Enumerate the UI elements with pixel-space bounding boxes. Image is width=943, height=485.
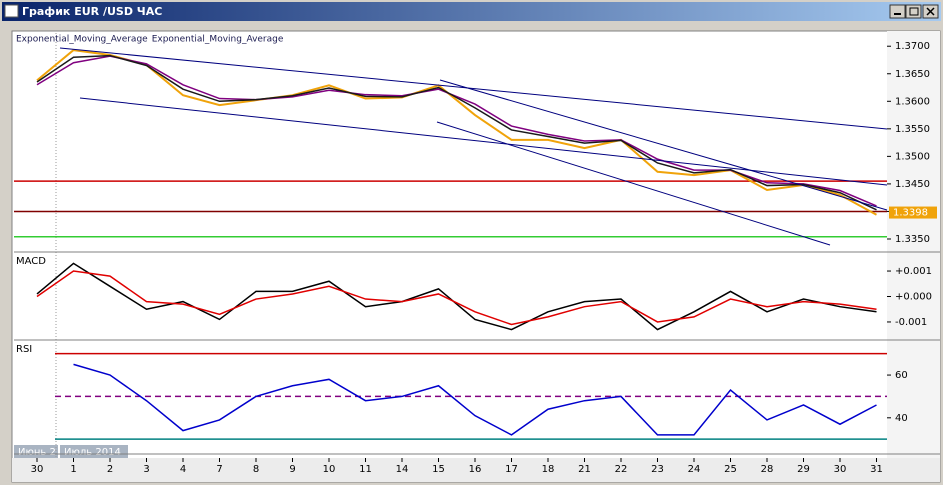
x-tick-label: 18 — [542, 464, 555, 475]
y-tick-label: 1.3550 — [895, 124, 930, 135]
price-axis-bg — [887, 31, 940, 458]
title-bar — [2, 2, 941, 21]
y-tick-label: 1.3500 — [895, 151, 930, 162]
time-axis-bg — [12, 458, 940, 482]
x-tick-label: 2 — [107, 464, 113, 475]
x-tick-label: 28 — [761, 464, 774, 475]
chart-frame — [11, 30, 941, 483]
x-tick-label: 9 — [289, 464, 295, 475]
window-buttons[interactable] — [889, 4, 939, 19]
x-tick-label: 3 — [143, 464, 149, 475]
close-icon — [926, 7, 935, 16]
trend-lines — [59, 47, 888, 246]
x-tick-label: 15 — [432, 464, 445, 475]
y-tick-label: 1.3600 — [895, 96, 930, 107]
x-tick-label: 11 — [359, 464, 372, 475]
x-tick-label: 24 — [688, 464, 701, 475]
series-line — [36, 49, 877, 216]
legend-entry: Exponential_Moving_Average — [16, 35, 148, 45]
trend-line — [59, 47, 888, 130]
x-tick-label: 4 — [180, 464, 186, 475]
legend-entry: Exponential_Moving_Average — [152, 35, 284, 45]
x-tick-label: 14 — [396, 464, 409, 475]
window-icon — [4, 4, 19, 18]
y-tick-label: +0.001 — [895, 266, 932, 277]
series-line — [36, 262, 877, 331]
last-price-label: 1.3398 — [893, 208, 928, 219]
x-tick-label: 22 — [615, 464, 628, 475]
window-title: График EUR /USD ЧАС — [22, 5, 162, 18]
series-line — [73, 363, 877, 436]
x-tick-label: 10 — [323, 464, 336, 475]
y-tick-label: 1.3350 — [895, 234, 930, 245]
x-tick-label: 29 — [797, 464, 810, 475]
date-tags: Июнь 2 Июль 2014 — [14, 445, 128, 458]
date-tag — [14, 445, 58, 458]
maximize-icon — [909, 7, 919, 16]
x-tick-label: 16 — [469, 464, 482, 475]
x-tick-label: 1 — [70, 464, 76, 475]
x-tick-label: 17 — [505, 464, 518, 475]
x-tick-label: 25 — [724, 464, 737, 475]
trend-line — [439, 79, 888, 211]
panel-title: RSI — [16, 344, 32, 355]
minimize-button[interactable] — [889, 4, 906, 19]
y-tick-label: 1.3700 — [895, 41, 930, 52]
date-tag — [60, 445, 128, 458]
y-tick-label: +0.000 — [895, 292, 932, 303]
y-tick-label: 1.3450 — [895, 179, 930, 190]
x-tick-label: 21 — [578, 464, 591, 475]
series-line — [36, 270, 877, 326]
trend-line — [436, 121, 831, 246]
y-tick-label: 1.3650 — [895, 69, 930, 80]
maximize-button[interactable] — [905, 4, 922, 19]
y-tick-label: -0.001 — [895, 317, 927, 328]
x-tick-label: 31 — [870, 464, 883, 475]
date-tag-label: Июль 2014 — [64, 447, 121, 458]
series-line — [36, 54, 877, 211]
last-price-box — [889, 206, 937, 219]
x-tick-label: 30 — [31, 464, 44, 475]
panel-title: MACD — [16, 256, 46, 267]
y-tick-label: 60 — [895, 370, 908, 381]
x-tick-label: 7 — [216, 464, 222, 475]
x-tick-label: 23 — [651, 464, 664, 475]
x-tick-label: 30 — [834, 464, 847, 475]
y-tick-label: 40 — [895, 413, 908, 424]
date-tag-label: Июнь 2 — [18, 447, 56, 458]
x-tick-label: 8 — [253, 464, 259, 475]
